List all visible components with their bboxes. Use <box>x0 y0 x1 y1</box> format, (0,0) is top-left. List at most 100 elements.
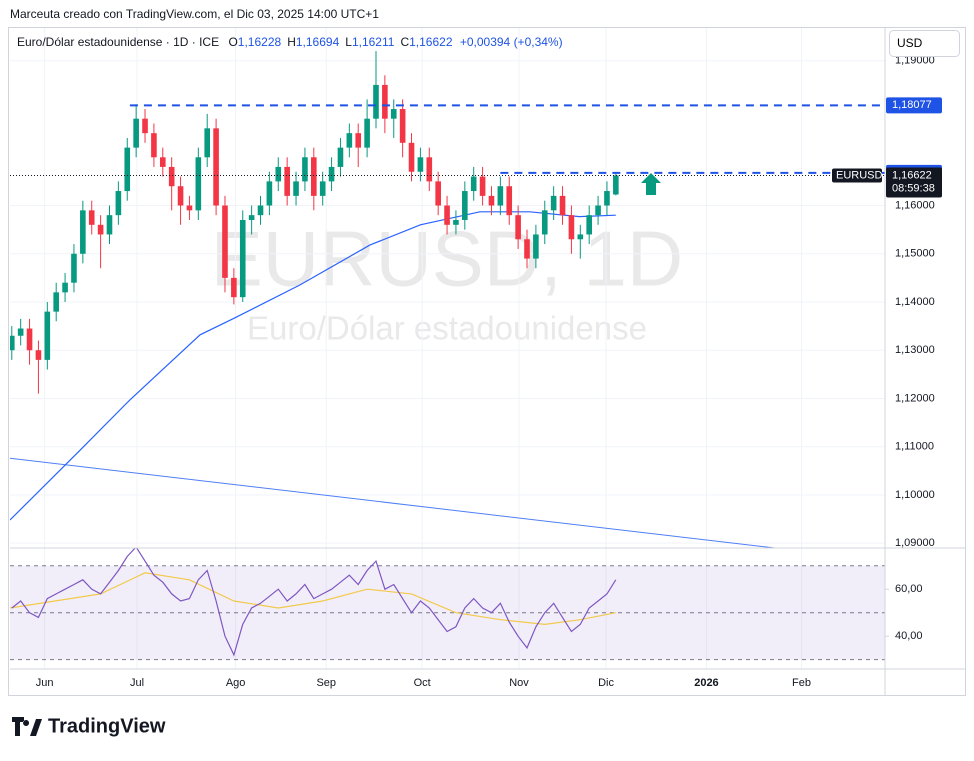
candle <box>186 195 193 220</box>
candle <box>142 109 148 143</box>
candle-body <box>541 210 548 235</box>
logo: TradingView <box>12 715 166 737</box>
candle <box>515 205 521 249</box>
candle-body <box>613 175 619 195</box>
candle <box>506 176 513 225</box>
candle <box>470 166 477 201</box>
candle-body <box>106 215 113 235</box>
candle <box>115 181 122 225</box>
candle-body <box>559 195 566 216</box>
ohlc-key: C <box>400 35 409 49</box>
y-tick-label: 1,11000 <box>895 441 934 453</box>
rsi-pane <box>10 548 885 661</box>
candle-body <box>337 147 344 167</box>
x-tick-label: Sep <box>316 677 336 689</box>
candle-body <box>151 133 157 158</box>
price-line-label: 1,18077 <box>892 99 932 111</box>
candle-body <box>515 215 521 240</box>
candle <box>479 166 486 206</box>
x-tick-label: 2026 <box>694 677 718 689</box>
candle <box>390 99 397 138</box>
candle <box>373 51 379 129</box>
candle-body <box>80 210 86 254</box>
candle <box>533 224 539 269</box>
candle <box>106 205 113 245</box>
candle <box>195 147 202 220</box>
candle <box>435 171 441 216</box>
candle-body <box>488 195 495 206</box>
candle-body <box>239 219 246 298</box>
ohlc-value: 1,16228 <box>238 35 282 49</box>
grid <box>10 28 885 669</box>
candle <box>71 244 77 293</box>
ohlc-value: 1,16694 <box>296 35 340 49</box>
countdown: 08:59:38 <box>892 182 935 194</box>
candle <box>328 157 335 192</box>
candle <box>213 118 219 216</box>
currency-box[interactable] <box>889 30 960 57</box>
candle <box>453 210 459 235</box>
candle-body <box>266 181 273 206</box>
candle-body <box>231 277 237 298</box>
currency-button[interactable]: USD <box>889 30 960 57</box>
axes: Jun Jul Ago Sep Oct Nov Dic 2026 Feb 1,09000 1,100… <box>10 28 965 696</box>
candle <box>248 205 255 235</box>
candle <box>231 268 237 305</box>
candle <box>44 301 51 370</box>
candle-body <box>355 133 362 148</box>
candle <box>168 157 175 211</box>
candle-body <box>284 166 290 196</box>
legend-line: Euro/Dólar estadounidense · 1D · ICE O1,… <box>17 35 563 49</box>
candle-body <box>213 128 219 206</box>
candle <box>355 123 362 167</box>
candle <box>284 157 290 206</box>
candle-body <box>453 219 459 225</box>
candle-body <box>417 157 424 172</box>
price-pane <box>10 51 885 548</box>
currency-label[interactable]: USD <box>897 36 923 50</box>
y-tick-label: 1,19000 <box>895 55 935 67</box>
candle-body <box>248 215 255 220</box>
candle <box>497 176 504 216</box>
symbol-tag <box>832 168 882 183</box>
logo-text: TradingView <box>48 715 166 737</box>
up-arrow <box>641 173 661 195</box>
candle <box>444 195 450 235</box>
candle <box>426 147 433 192</box>
change: +0,00394 (+0,34%) <box>460 35 563 49</box>
candle <box>239 210 246 302</box>
candle <box>364 99 370 158</box>
candle <box>97 215 104 269</box>
ohlc-value: 1,16622 <box>409 35 453 49</box>
candle-body <box>435 181 441 206</box>
candle-body <box>159 157 166 167</box>
candle <box>346 123 353 158</box>
candle-body <box>408 142 415 172</box>
candle <box>293 171 299 206</box>
trend-line <box>10 457 775 548</box>
y-tick-label: 1,10000 <box>895 489 935 501</box>
x-tick-label: Oct <box>414 677 431 689</box>
ohlc-key: O <box>228 35 237 49</box>
price-line-tag <box>886 97 942 114</box>
ohlc-key: H <box>287 35 296 49</box>
candle-body <box>524 239 530 259</box>
ohlc-key: L <box>345 35 352 49</box>
candle-body <box>88 210 95 225</box>
candle-body <box>71 253 77 283</box>
legend: Euro/Dólar estadounidense · 1D · ICE O1,… <box>17 35 563 49</box>
candle-body <box>124 147 131 192</box>
candle <box>302 147 308 192</box>
candle-body <box>17 328 24 336</box>
candle <box>124 137 131 201</box>
candle-body <box>62 282 68 293</box>
candle <box>159 147 166 177</box>
candle <box>559 186 566 225</box>
candle <box>382 75 388 134</box>
candle-body <box>26 328 33 351</box>
x-tick-label: Ago <box>226 677 246 689</box>
candle-body <box>195 157 202 211</box>
candle-body <box>115 191 122 216</box>
candle <box>319 171 326 206</box>
candle-body <box>533 234 539 259</box>
